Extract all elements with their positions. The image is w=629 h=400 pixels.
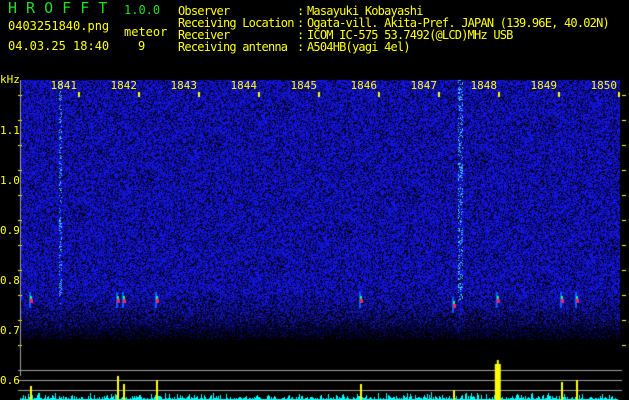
x-tick-label: 1848 xyxy=(470,79,498,92)
info-label: Receiving Location xyxy=(178,16,294,30)
info-label: Receiving antenna xyxy=(178,40,288,54)
app-version: 1.0.0 xyxy=(124,3,161,17)
x-tick-label: 1841 xyxy=(50,79,78,92)
y-tick-label: 0.9 xyxy=(0,224,20,237)
x-tick-label: 1843 xyxy=(170,79,198,92)
app-title: H R O F F T xyxy=(8,0,108,17)
info-label: Observer xyxy=(178,4,230,18)
info-colon: : xyxy=(297,28,304,42)
x-tick-label: 1845 xyxy=(290,79,318,92)
info-colon: : xyxy=(297,16,304,30)
info-value: A504HB(yagi 4el) xyxy=(307,40,411,54)
x-tick-label: 1844 xyxy=(230,79,258,92)
x-tick-label: 1842 xyxy=(110,79,138,92)
info-label: Receiver xyxy=(178,28,230,42)
y-axis-unit: kHz xyxy=(0,73,20,86)
y-tick-label: 1.1 xyxy=(0,124,20,137)
y-tick-label: 1.0 xyxy=(0,174,20,187)
x-tick-label: 1850 xyxy=(590,79,618,92)
y-tick-label: 0.7 xyxy=(0,324,20,337)
info-colon: : xyxy=(297,4,304,18)
info-value: ICOM IC-575 53.7492(@LCD)MHz USB xyxy=(307,28,513,42)
y-tick-label: 0.6 xyxy=(0,374,20,387)
x-tick-label: 1847 xyxy=(410,79,438,92)
meteor-count: 9 xyxy=(138,39,146,53)
info-value: Masayuki Kobayashi xyxy=(307,4,423,18)
datetime: 04.03.25 18:40 xyxy=(8,39,110,53)
info-colon: : xyxy=(297,40,304,54)
info-value: Ogata-vill. Akita-Pref. JAPAN (139.96E, … xyxy=(307,16,610,30)
x-tick-label: 1846 xyxy=(350,79,378,92)
meteor-label: meteor xyxy=(124,25,168,39)
x-tick-label: 1849 xyxy=(530,79,558,92)
filename: 0403251840.png xyxy=(8,19,110,33)
y-tick-label: 0.8 xyxy=(0,274,20,287)
